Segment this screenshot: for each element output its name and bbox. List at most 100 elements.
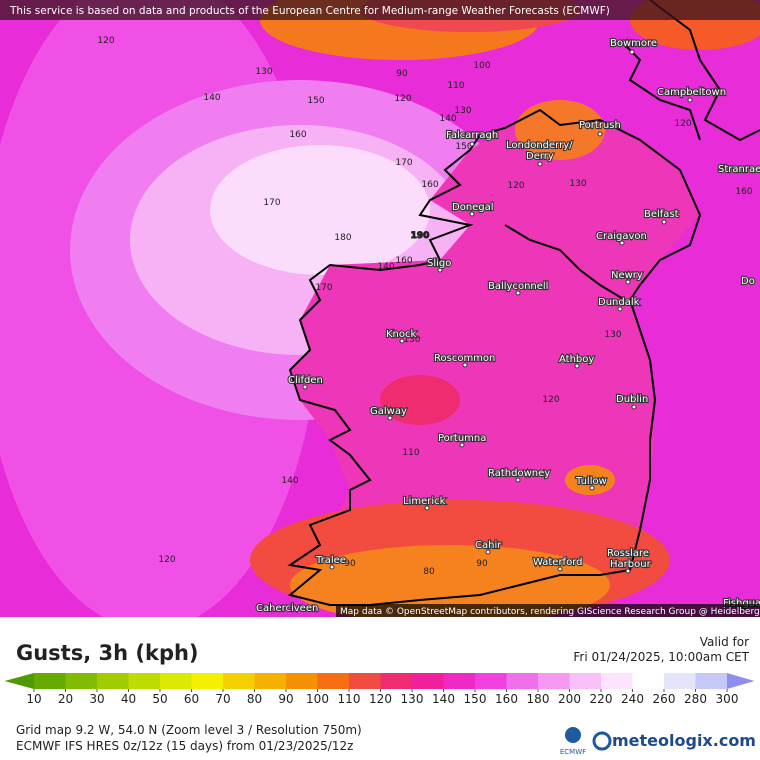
place-dot xyxy=(537,161,543,167)
place-label: Do xyxy=(741,276,755,287)
place-dot xyxy=(617,306,623,312)
legend-tick-label: 240 xyxy=(621,692,644,706)
place-dot xyxy=(469,141,475,147)
legend-swatch xyxy=(254,673,287,689)
contour-label: 120 xyxy=(542,395,559,405)
legend-swatch xyxy=(65,673,98,689)
place-dot xyxy=(437,267,443,273)
legend-tick-label: 260 xyxy=(653,692,676,706)
place-dot xyxy=(302,384,308,390)
valid-time: Fri 01/24/2025, 10:00am CET xyxy=(573,650,749,664)
contour-label: 90 xyxy=(344,559,356,569)
legend-tick-label: 130 xyxy=(401,692,424,706)
place-label: Ballyconnell xyxy=(488,281,548,292)
legend-swatch xyxy=(538,673,570,689)
contour-label: 130 xyxy=(403,335,420,345)
place-label: Cahir xyxy=(475,540,502,551)
legend-swatch xyxy=(34,673,66,689)
legend-tick-label: 150 xyxy=(464,692,487,706)
place-label: Tralee xyxy=(315,555,346,566)
place-dot xyxy=(574,363,580,369)
place-dot xyxy=(589,485,595,491)
contour-label: 80 xyxy=(423,567,435,577)
contour-label: 140 xyxy=(377,262,394,272)
contour-label: 120 xyxy=(507,181,524,191)
place-label: Bowmore xyxy=(610,38,657,49)
contour-label: 190 xyxy=(411,231,430,241)
contour-label: 100 xyxy=(473,61,490,71)
place-label: Donegal xyxy=(452,202,494,213)
contour-label: 120 xyxy=(97,36,114,46)
place-label: Tullow xyxy=(575,476,607,487)
place-dot xyxy=(557,566,563,572)
contour-label: 170 xyxy=(315,283,332,293)
contour-label: 160 xyxy=(421,180,438,190)
legend-swatch xyxy=(286,673,318,689)
place-dot xyxy=(597,131,603,137)
place-dot xyxy=(387,415,393,421)
contour-label: 180 xyxy=(334,233,351,243)
legend-swatch xyxy=(412,673,444,689)
place-label: Newry xyxy=(611,270,643,281)
place-dot xyxy=(625,568,631,574)
attribution: Map data © OpenStreetMap contributors, r… xyxy=(340,607,760,617)
contour-label: 130 xyxy=(255,67,272,77)
place-dot xyxy=(424,505,430,511)
place-label: Stranrae xyxy=(718,164,760,175)
place-label: Rosslare xyxy=(607,548,649,559)
valid-label: Valid for xyxy=(700,635,749,649)
legend-swatch xyxy=(349,673,381,689)
contour-label: 140 xyxy=(203,93,220,103)
legend-tick-label: 50 xyxy=(152,692,167,706)
legend-tick-label: 160 xyxy=(495,692,518,706)
place-label: Harbour xyxy=(610,559,652,570)
legend-title: Gusts, 3h (kph) xyxy=(16,641,199,665)
brand-icon xyxy=(592,731,612,751)
place-dot xyxy=(399,338,405,344)
legend-tick-label: 30 xyxy=(89,692,104,706)
place-label: Campbeltown xyxy=(657,87,726,98)
place-label: Sligo xyxy=(427,258,451,269)
contour-label: 140 xyxy=(439,114,456,124)
place-label: Caherciveen xyxy=(256,603,318,614)
place-label: Craigavon xyxy=(596,231,647,242)
brand-logo[interactable]: meteologix.com xyxy=(612,731,756,750)
place-label: Dublin xyxy=(616,394,648,405)
legend-tick-label: 10 xyxy=(26,692,41,706)
place-label: Rathdowney xyxy=(488,468,550,479)
legend-swatch xyxy=(380,673,413,689)
place-label: Portumna xyxy=(438,433,486,444)
place-dot xyxy=(631,404,637,410)
place-label: Derry xyxy=(526,151,554,162)
place-label: Falcarragh xyxy=(446,130,498,141)
contour-label: 160 xyxy=(289,130,306,140)
ecmwf-logo: ECMWF xyxy=(560,748,586,756)
legend-tick-label: 140 xyxy=(432,692,455,706)
legend-tick-label: 70 xyxy=(215,692,230,706)
contour-label: 110 xyxy=(402,448,419,458)
legend-tick-label: 90 xyxy=(278,692,293,706)
legend-tick-label: 180 xyxy=(527,692,550,706)
legend-swatch xyxy=(317,673,350,689)
contour-label: 150 xyxy=(455,142,472,152)
contour-label: 170 xyxy=(263,198,280,208)
place-dot xyxy=(625,279,631,285)
place-dot xyxy=(462,362,468,368)
place-label: Dundalk xyxy=(598,297,640,308)
legend-tick-label: 300 xyxy=(716,692,739,706)
legend-tick-label: 110 xyxy=(338,692,361,706)
place-label: Clifden xyxy=(288,375,323,386)
legend-tick-label: 100 xyxy=(306,692,329,706)
place-label: Waterford xyxy=(533,557,582,568)
place-dot xyxy=(469,211,475,217)
place-dot xyxy=(485,549,491,555)
contour-label: 170 xyxy=(395,158,412,168)
legend-tick-label: 20 xyxy=(58,692,73,706)
legend-tick-label: 120 xyxy=(369,692,392,706)
contour-label: 120 xyxy=(394,94,411,104)
contour-label: 150 xyxy=(307,96,324,106)
legend-tick-label: 80 xyxy=(247,692,262,706)
map: 120 130 140 150 160 90 100 110 120 130 140 150 170 16… xyxy=(0,0,760,617)
place-dot xyxy=(661,219,667,225)
